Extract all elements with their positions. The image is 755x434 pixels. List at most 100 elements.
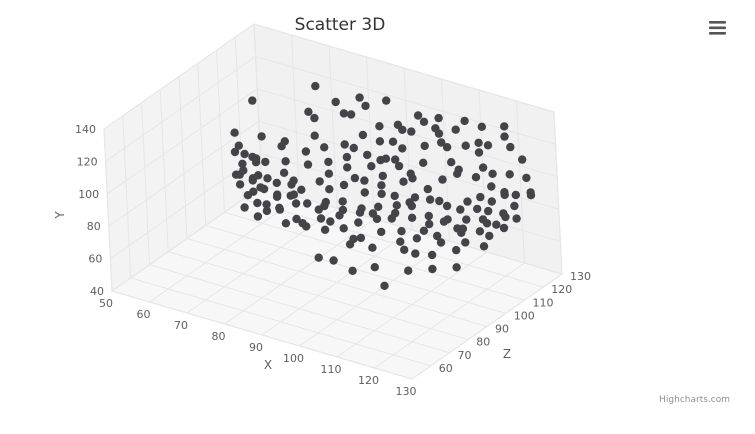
scatter-point[interactable] [456,205,465,214]
scatter-point[interactable] [388,137,398,146]
scatter-point[interactable] [461,141,470,150]
scatter-point[interactable] [297,185,306,194]
scatter-point[interactable] [243,191,253,200]
scatter-point[interactable] [522,173,531,183]
scatter-point[interactable] [436,238,446,247]
scatter-point[interactable] [487,197,496,206]
scatter-point[interactable] [407,127,416,136]
scatter-point[interactable] [475,227,485,236]
scatter-point[interactable] [329,256,338,265]
scatter-point[interactable] [289,190,299,199]
scatter-point[interactable] [321,197,330,207]
scatter-point[interactable] [310,131,319,140]
scatter-point[interactable] [435,196,444,206]
scatter-point[interactable] [478,163,488,172]
scatter-point[interactable] [454,165,463,174]
scatter-point[interactable] [437,138,446,147]
scatter-point[interactable] [262,200,271,209]
scatter-point[interactable] [240,203,249,212]
scatter-point[interactable] [261,157,270,167]
scatter-point[interactable] [394,161,404,171]
scatter-point[interactable] [331,97,340,107]
scatter-point[interactable] [342,152,352,162]
scatter-point[interactable] [511,190,520,200]
scatter-point[interactable] [280,137,289,146]
scatter-point[interactable] [433,231,442,241]
scatter-point[interactable] [338,197,347,206]
scatter-point[interactable] [357,204,366,213]
scatter-point[interactable] [463,197,472,206]
scatter-point[interactable] [275,203,284,212]
scatter-point[interactable] [488,169,497,178]
scatter-point[interactable] [451,125,460,134]
scatter-point[interactable] [499,209,508,218]
scatter-point[interactable] [360,188,369,197]
scatter-point[interactable] [526,188,535,197]
scatter-point[interactable] [512,214,521,223]
scatter-point[interactable] [325,185,334,194]
scatter-point[interactable] [518,155,527,164]
scatter-point[interactable] [479,242,489,251]
scatter-point[interactable] [340,140,349,149]
scatter-point[interactable] [377,227,386,237]
scatter-point[interactable] [500,122,509,131]
scatter-point[interactable] [314,205,323,214]
scatter-point[interactable] [314,253,323,262]
scatter-point[interactable] [390,191,399,201]
scatter-point[interactable] [272,178,281,188]
scatter-point[interactable] [392,201,401,210]
scatter-point[interactable] [303,199,312,208]
scatter-point[interactable] [438,175,447,184]
context-menu-button[interactable] [705,15,731,39]
scatter-point[interactable] [257,132,266,141]
scatter-point[interactable] [375,122,384,131]
scatter-point[interactable] [348,266,357,275]
scatter-point[interactable] [462,215,471,224]
scatter-point[interactable] [370,263,379,272]
scatter-point[interactable] [349,143,358,153]
scatter-point[interactable] [397,227,406,236]
scatter-point[interactable] [474,148,484,157]
scatter-point[interactable] [355,93,364,102]
scatter-point[interactable] [400,245,409,254]
scatter-point[interactable] [310,113,319,123]
scatter-point[interactable] [510,201,519,211]
scatter-point[interactable] [499,223,509,233]
scatter-point[interactable] [478,215,488,224]
scatter-point[interactable] [338,205,348,215]
scatter-point[interactable] [230,128,239,137]
scatter-point[interactable] [262,206,272,216]
scatter-point[interactable] [460,116,469,126]
credits-link[interactable]: Highcharts.com [659,395,730,405]
scatter-point[interactable] [404,266,413,275]
scatter-point[interactable] [408,174,417,183]
scatter-point[interactable] [377,189,386,199]
scatter-point[interactable] [281,219,291,228]
scatter-point[interactable] [476,192,485,202]
scatter-point[interactable] [235,170,244,179]
scatter-point[interactable] [419,117,429,127]
scatter-point[interactable] [447,158,456,167]
scatter-point[interactable] [339,224,348,233]
scatter-point[interactable] [361,101,370,111]
scatter-point[interactable] [320,143,329,152]
scatter-point[interactable] [350,173,360,183]
scatter-point[interactable] [505,170,514,179]
scatter-point[interactable] [363,150,372,160]
scatter-point[interactable] [419,226,429,235]
scatter-point[interactable] [343,163,352,172]
scatter-point[interactable] [253,212,263,221]
scatter-point[interactable] [349,234,358,244]
scatter-point[interactable] [354,218,363,227]
scatter-point[interactable] [279,168,289,177]
scatter-point[interactable] [411,249,420,258]
scatter-point[interactable] [485,231,494,241]
scatter-point[interactable] [420,141,429,151]
scatter-point[interactable] [238,159,247,168]
scatter-point[interactable] [471,173,481,182]
scatter-point[interactable] [311,81,320,91]
scatter-point[interactable] [304,107,313,117]
scatter-point[interactable] [234,141,243,150]
scatter-point[interactable] [303,160,313,169]
scatter-point[interactable] [378,171,387,181]
